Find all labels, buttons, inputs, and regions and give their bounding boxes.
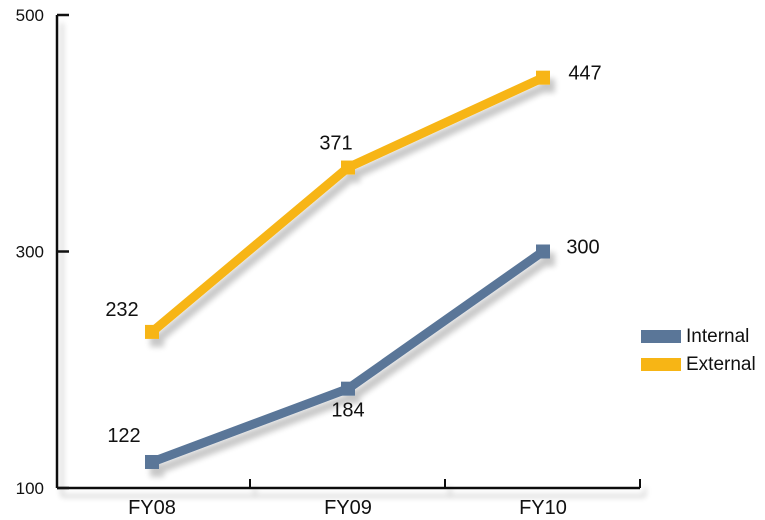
data-labels: 122 184 300 232 371 447 — [105, 63, 601, 447]
series-layer — [145, 70, 550, 469]
data-label: 122 — [107, 425, 140, 447]
data-point — [341, 160, 355, 175]
series-external — [145, 70, 550, 339]
data-point — [536, 70, 550, 85]
x-tick-label: FY09 — [324, 497, 372, 519]
y-axis-ticks: 100 300 500 — [16, 6, 69, 498]
x-tick-label: FY08 — [128, 497, 176, 519]
series-internal — [145, 244, 550, 469]
y-tick-label: 500 — [16, 6, 44, 25]
y-tick-label: 100 — [16, 479, 44, 498]
x-tick-label: FY10 — [519, 497, 567, 519]
data-label: 300 — [566, 237, 599, 259]
legend-swatch — [641, 358, 681, 371]
legend: Internal External — [641, 326, 756, 375]
legend-label: Internal — [686, 326, 749, 347]
data-point — [536, 244, 550, 259]
data-label: 447 — [568, 63, 601, 85]
data-point — [145, 324, 159, 339]
data-point — [341, 381, 355, 396]
legend-swatch — [641, 330, 681, 343]
data-label: 184 — [331, 400, 364, 422]
data-label: 232 — [105, 299, 138, 321]
y-tick-label: 300 — [16, 243, 44, 262]
data-label: 371 — [319, 133, 352, 155]
legend-label: External — [686, 354, 756, 375]
x-axis-categories: FY08 FY09 FY10 — [128, 497, 567, 519]
data-point — [145, 454, 159, 469]
